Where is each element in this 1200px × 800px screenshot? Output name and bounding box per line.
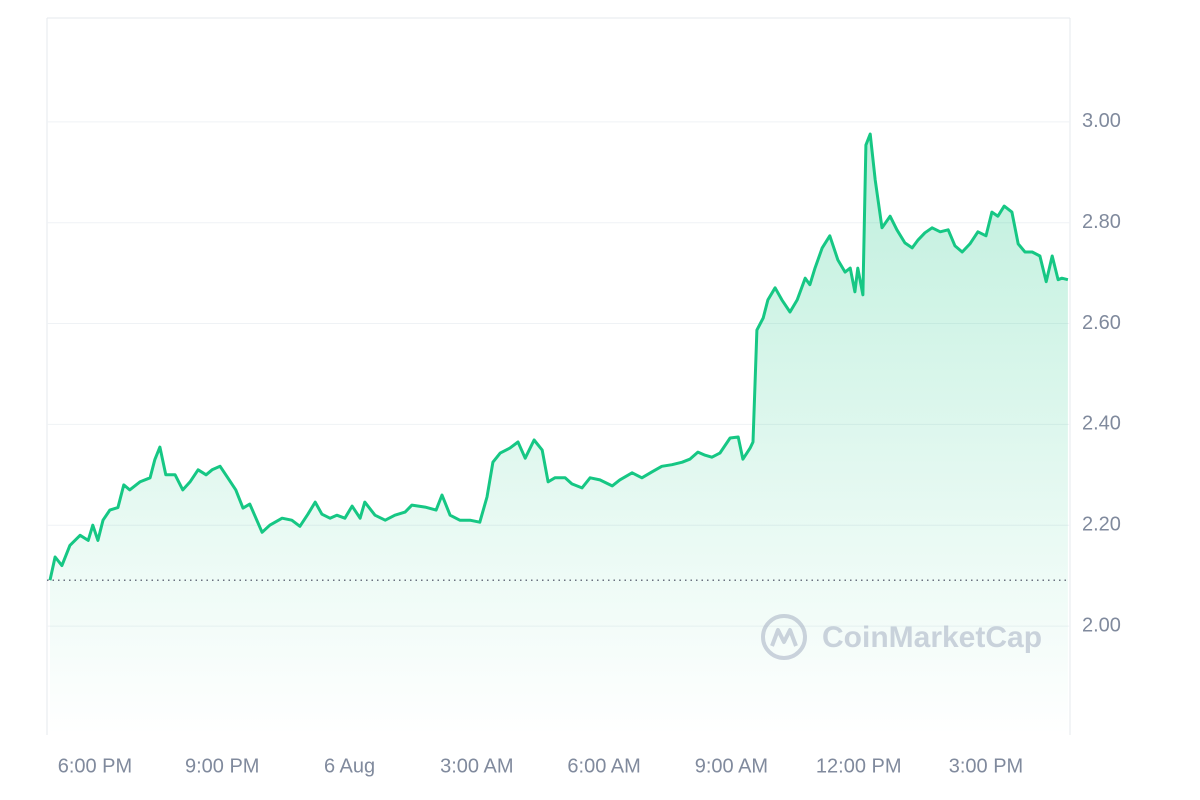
watermark-logo — [761, 614, 807, 660]
x-tick-label: 3:00 AM — [440, 755, 513, 777]
axes: 2.00 2.20 2.40 2.60 2.80 3.00 6:00 PM 9:00 PM 6 … — [58, 110, 1121, 777]
price-line — [48, 132, 1069, 581]
watermark-logo-mark — [770, 628, 798, 647]
y-tick-label: 2.00 — [1082, 614, 1121, 636]
y-tick-label: 3.00 — [1082, 110, 1121, 132]
y-tick-label: 2.40 — [1082, 413, 1121, 435]
x-tick-label: 6:00 PM — [58, 755, 132, 777]
price-area — [50, 134, 1068, 735]
x-tick-label: 12:00 PM — [816, 755, 902, 777]
watermark: CoinMarketCap — [761, 614, 1042, 660]
x-tick-label: 9:00 PM — [185, 755, 259, 777]
x-tick-label: 9:00 AM — [695, 755, 768, 777]
plot — [47, 132, 1070, 735]
x-tick-label: 3:00 PM — [949, 755, 1023, 777]
y-tick-label: 2.80 — [1082, 211, 1121, 233]
x-tick-label: 6:00 AM — [567, 755, 640, 777]
watermark-text: CoinMarketCap — [822, 621, 1042, 654]
y-tick-label: 2.20 — [1082, 514, 1121, 536]
y-tick-label: 2.60 — [1082, 312, 1121, 334]
x-tick-label: 6 Aug — [324, 755, 375, 777]
